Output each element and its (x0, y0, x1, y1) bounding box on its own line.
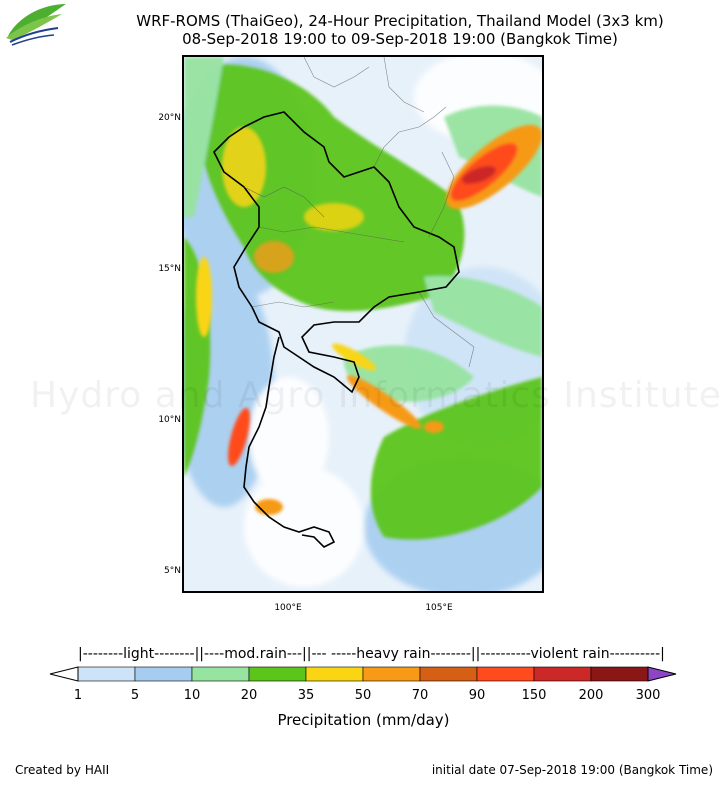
colorbar-tick-label: 5 (130, 688, 140, 703)
leaf-logo-icon (6, 4, 66, 46)
colorbar-tick-label: 200 (578, 688, 604, 703)
colorbar-label: Precipitation (mm/day) (277, 711, 450, 729)
colorbar-cell (191, 666, 250, 682)
lat-label-5n: 5°N (164, 566, 181, 576)
map-title: WRF-ROMS (ThaiGeo), 24-Hour Precipitatio… (136, 12, 664, 30)
colorbar-tick-label: 20 (240, 688, 258, 703)
colorbar-tick-label: 10 (183, 688, 201, 703)
colorbar-over-arrow (647, 666, 677, 682)
lon-label-105e: 105°E (425, 603, 453, 613)
colorbar-tick-label: 50 (354, 688, 372, 703)
colorbar-category-line: |--------light--------||----mod.rain---|… (78, 646, 665, 662)
colorbar-tick-label: 300 (635, 688, 661, 703)
colorbar-under-arrow (49, 666, 79, 682)
colorbar-tick-label: 1 (73, 688, 83, 703)
precipitation-map (182, 55, 544, 593)
precipitation-field (184, 57, 542, 591)
colorbar-cell (305, 666, 364, 682)
map-subtitle: 08-Sep-2018 19:00 to 09-Sep-2018 19:00 (… (182, 30, 618, 48)
colorbar-cell (476, 666, 535, 682)
colorbar-tick-label: 150 (521, 688, 547, 703)
colorbar-cell (362, 666, 421, 682)
colorbar-tick-label: 90 (468, 688, 486, 703)
colorbar-tick-label: 70 (411, 688, 429, 703)
lat-label-15n: 15°N (158, 264, 181, 274)
haii-logo (2, 2, 70, 52)
colorbar-cell (77, 666, 136, 682)
footer-credit: Created by HAII (15, 763, 110, 777)
lat-label-20n: 20°N (158, 113, 181, 123)
colorbar-cell (419, 666, 478, 682)
colorbar-cell (533, 666, 592, 682)
colorbar-cell (590, 666, 649, 682)
footer-init-date: initial date 07-Sep-2018 19:00 (Bangkok … (431, 763, 713, 777)
colorbar-tick-label: 35 (297, 688, 315, 703)
lon-label-100e: 100°E (274, 603, 302, 613)
lat-label-10n: 10°N (158, 415, 181, 425)
colorbar (49, 666, 677, 682)
colorbar-cell (248, 666, 307, 682)
colorbar-cell (134, 666, 193, 682)
